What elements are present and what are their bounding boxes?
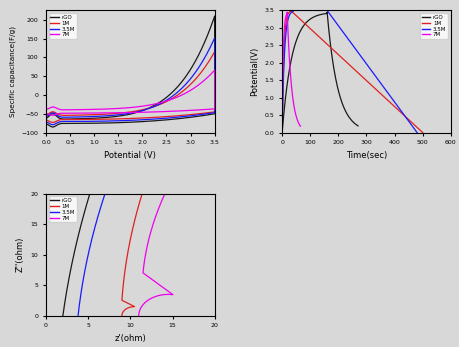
X-axis label: z'(ohm): z'(ohm) (114, 334, 146, 343)
Legend: rGO, 1M, 3.5M, 7M: rGO, 1M, 3.5M, 7M (419, 13, 447, 39)
Legend: rGO, 1M, 3.5M, 7M: rGO, 1M, 3.5M, 7M (49, 13, 77, 39)
X-axis label: Time(sec): Time(sec) (345, 151, 386, 160)
Legend: rGO, 1M, 3.5M, 7M: rGO, 1M, 3.5M, 7M (49, 196, 77, 222)
X-axis label: Potential (V): Potential (V) (104, 151, 156, 160)
Y-axis label: Potential(V): Potential(V) (250, 47, 258, 96)
Y-axis label: Specific capacitance(F/g): Specific capacitance(F/g) (10, 26, 16, 117)
Y-axis label: Z''(ohm): Z''(ohm) (16, 237, 25, 272)
